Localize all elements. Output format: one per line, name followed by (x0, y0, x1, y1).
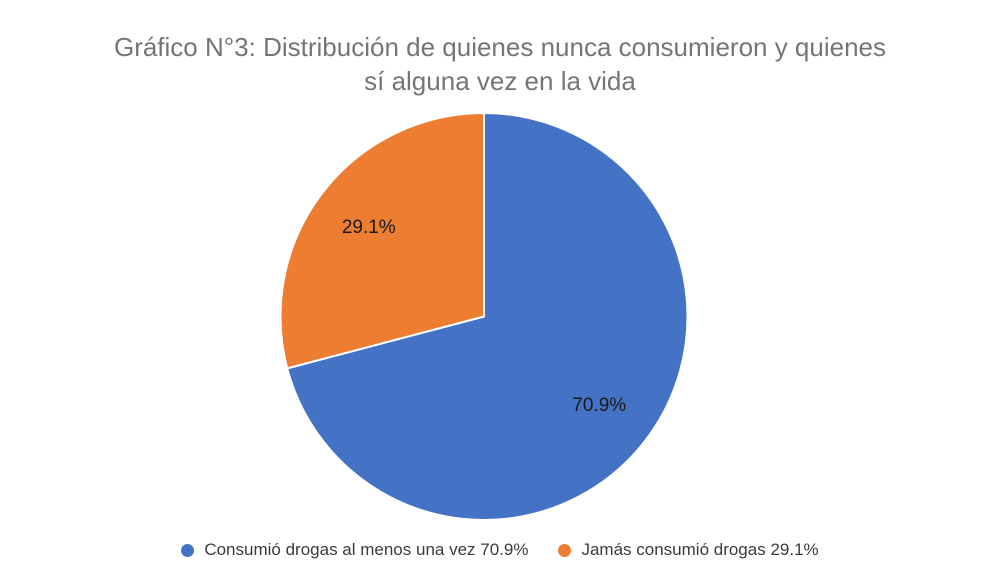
pie-slice-label-1: 29.1% (342, 217, 396, 238)
legend-label-0: Consumió drogas al menos una vez 70.9% (204, 540, 529, 559)
legend-dot-0 (181, 543, 195, 557)
chart-title: Gráfico N°3: Distribución de quienes nun… (50, 30, 950, 99)
chart-title-line1: Gráfico N°3: Distribución de quienes nun… (113, 32, 887, 62)
chart-title-line2: sí alguna vez en la vida (364, 66, 636, 97)
legend-item-1: Jamás consumió drogas 29.1% (558, 540, 819, 560)
legend-dot-1 (558, 543, 572, 557)
legend-label-1: Jamás consumió drogas 29.1% (581, 540, 819, 559)
legend-item-0: Consumió drogas al menos una vez 70.9% (181, 540, 528, 560)
pie-slice-1 (279, 112, 485, 370)
pie-slice-label-0: 70.9% (572, 395, 626, 416)
legend: Consumió drogas al menos una vez 70.9% Ja… (0, 536, 1000, 564)
pie-slice-0 (286, 112, 689, 521)
